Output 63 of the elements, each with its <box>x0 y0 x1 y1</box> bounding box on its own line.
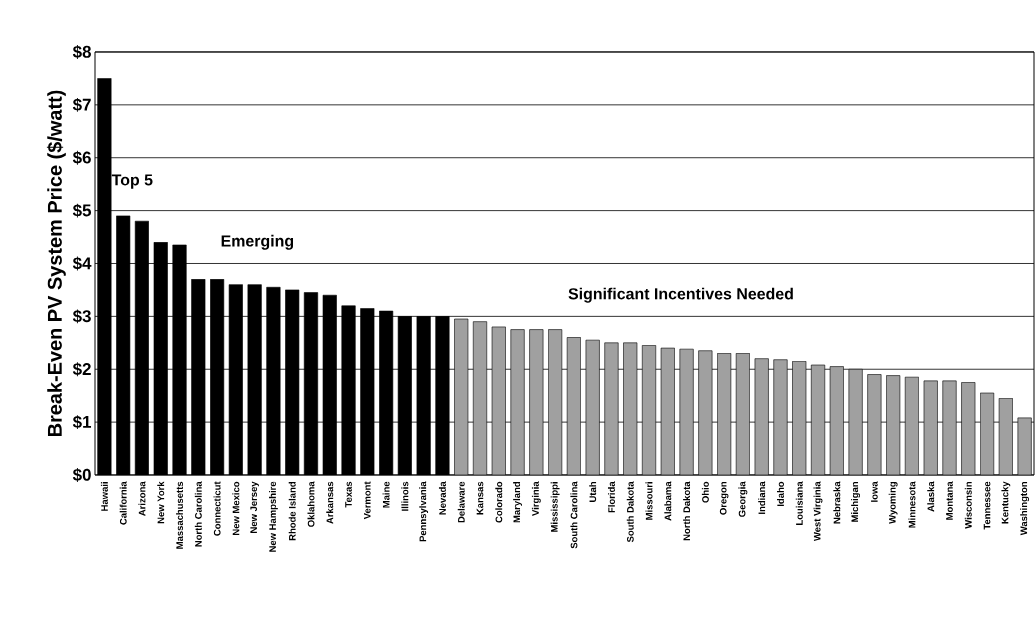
x-tick-label: Kansas <box>476 481 484 515</box>
x-tick-label: Kentucky <box>1001 481 1011 524</box>
y-tick-label: $2 <box>72 362 91 377</box>
x-tick-label: Idaho <box>777 481 784 507</box>
x-tick-label: Washington <box>1020 482 1030 536</box>
x-tick-label: Indiana <box>758 481 766 514</box>
x-tick-label: California <box>119 481 127 525</box>
x-tick-label: Wyoming <box>888 482 898 524</box>
x-tick-label: Alaska <box>927 481 935 512</box>
y-tick-label: $5 <box>72 203 92 218</box>
x-tick-label: Wisconsin <box>964 482 972 529</box>
x-tick-label: Maryland <box>513 482 522 523</box>
x-tick-label: Florida <box>607 481 615 513</box>
x-tick-label: Iowa <box>871 481 878 502</box>
x-tick-label: Minnesota <box>908 481 916 528</box>
x-tick-label: Texas <box>345 481 352 508</box>
x-tick-label: Louisiana <box>795 481 803 525</box>
x-tick-label: Georgia <box>738 481 748 517</box>
y-tick-label: $4 <box>72 256 92 271</box>
x-tick-label: New York <box>157 481 165 524</box>
x-tick-label: Montana <box>946 481 953 520</box>
x-tick-label: Ohio <box>701 481 709 503</box>
x-tick-label: Oklahoma <box>307 481 315 527</box>
x-tick-label: Colorado <box>495 481 503 523</box>
x-tick-label: North Dakota <box>683 481 691 541</box>
x-tick-label: Virginia <box>531 481 541 516</box>
x-tick-label: New Mexico <box>232 481 240 535</box>
x-tick-label: Nebraska <box>833 481 841 524</box>
x-tick-label: Oregon <box>719 482 729 515</box>
x-tick-label: Hawaii <box>100 482 108 511</box>
x-tick-label: Pennsylvania <box>419 481 429 542</box>
x-tick-label: North Carolina <box>194 481 202 547</box>
annotation: Significant Incentives Needed <box>568 287 793 303</box>
x-tick-label: Michigan <box>851 482 861 522</box>
y-tick-label: $1 <box>72 415 92 430</box>
x-tick-label: Mississippi <box>550 482 560 532</box>
x-tick-label: Missouri <box>645 482 653 520</box>
x-tick-label: Massachusetts <box>176 481 183 549</box>
x-tick-label: Arizona <box>138 481 146 516</box>
x-tick-label: Tennessee <box>983 481 991 530</box>
x-tick-label: Illinois <box>401 481 409 511</box>
x-tick-label: New Hampshire <box>269 481 278 552</box>
y-tick-label: $3 <box>72 309 91 324</box>
x-tick-label: New Jersey <box>250 481 259 533</box>
y-axis-title: Break-Even PV System Price ($/watt) <box>46 90 66 437</box>
x-tick-label: Delaware <box>457 481 465 523</box>
x-tick-label: Connecticut <box>213 481 221 536</box>
x-tick-label: Rhode Island <box>288 482 296 541</box>
x-tick-label: South Dakota <box>626 481 634 543</box>
x-tick-label: Alabama <box>664 481 672 521</box>
x-tick-label: Maine <box>382 481 390 508</box>
y-tick-label: $6 <box>72 150 91 165</box>
x-tick-label: Vermont <box>364 481 371 520</box>
y-tick-label: $8 <box>72 45 91 59</box>
y-tick-label: $0 <box>72 468 91 482</box>
annotation: Top 5 <box>111 174 153 189</box>
x-tick-label: Utah <box>589 482 597 502</box>
x-tick-label: South Carolina <box>570 481 578 549</box>
annotation: Emerging <box>221 234 294 250</box>
x-tick-label: Nevada <box>438 481 446 515</box>
y-tick-label: $7 <box>72 97 91 112</box>
x-tick-label: Arkansas <box>326 481 334 524</box>
x-tick-label: West Virginia <box>813 481 823 542</box>
